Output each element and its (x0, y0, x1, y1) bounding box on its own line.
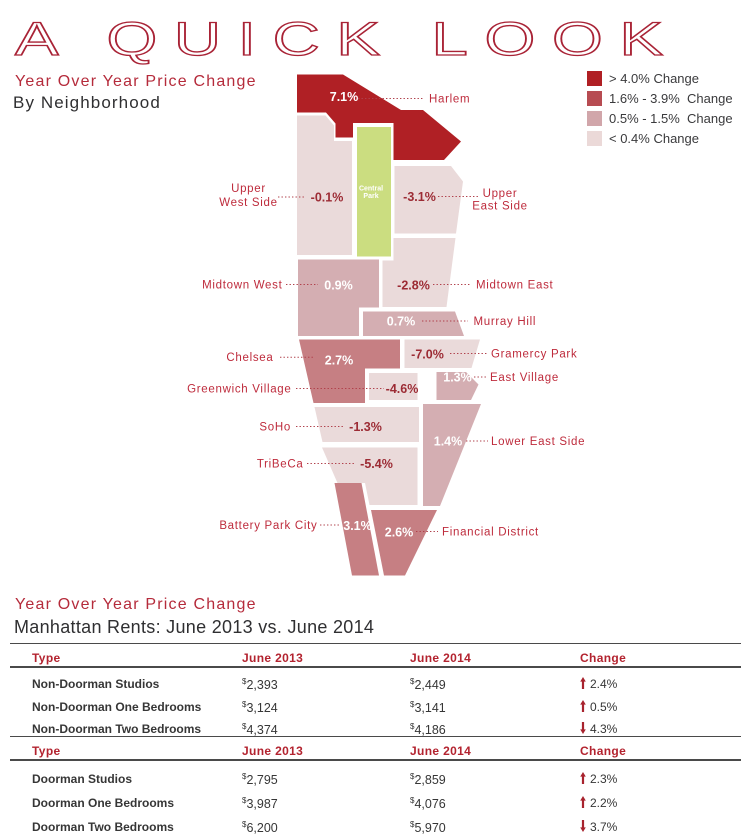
svg-text:-5.4%: -5.4% (360, 457, 393, 471)
svg-text:Midtown West: Midtown West (202, 280, 283, 292)
svg-text:2.6%: 2.6% (385, 525, 414, 539)
svg-text:Central: Central (359, 186, 383, 193)
svg-text:Gramercy Park: Gramercy Park (491, 349, 577, 361)
svg-text:East Side: East Side (472, 201, 528, 213)
svg-text:-7.0%: -7.0% (411, 348, 444, 362)
svg-text:Upper: Upper (483, 188, 518, 200)
svg-text:Chelsea: Chelsea (226, 352, 273, 364)
svg-text:Upper: Upper (231, 183, 266, 195)
svg-text:-1.3%: -1.3% (349, 420, 382, 434)
svg-text:7.1%: 7.1% (330, 90, 359, 104)
svg-text:Midtown East: Midtown East (476, 280, 554, 292)
svg-text:Financial District: Financial District (442, 527, 539, 539)
svg-text:1.4%: 1.4% (434, 435, 463, 449)
svg-text:1.3%: 1.3% (443, 371, 472, 385)
svg-text:SoHo: SoHo (259, 422, 291, 434)
svg-text:0.7%: 0.7% (387, 315, 416, 329)
svg-text:Park: Park (363, 193, 378, 200)
svg-text:Greenwich Village: Greenwich Village (187, 384, 291, 396)
svg-text:-0.1%: -0.1% (311, 191, 344, 205)
svg-text:0.9%: 0.9% (324, 279, 353, 293)
svg-text:TriBeCa: TriBeCa (257, 459, 304, 471)
svg-text:3.1%: 3.1% (343, 519, 372, 533)
svg-text:Battery Park City: Battery Park City (219, 520, 317, 532)
svg-text:-4.6%: -4.6% (386, 382, 419, 396)
svg-text:East Village: East Village (490, 372, 559, 384)
svg-text:West Side: West Side (219, 197, 278, 209)
svg-text:-3.1%: -3.1% (403, 190, 436, 204)
svg-text:Lower East Side: Lower East Side (491, 436, 585, 448)
svg-text:2.7%: 2.7% (325, 354, 354, 368)
svg-text:Harlem: Harlem (429, 94, 470, 106)
svg-text:-2.8%: -2.8% (397, 279, 430, 293)
svg-text:Murray Hill: Murray Hill (474, 316, 537, 328)
